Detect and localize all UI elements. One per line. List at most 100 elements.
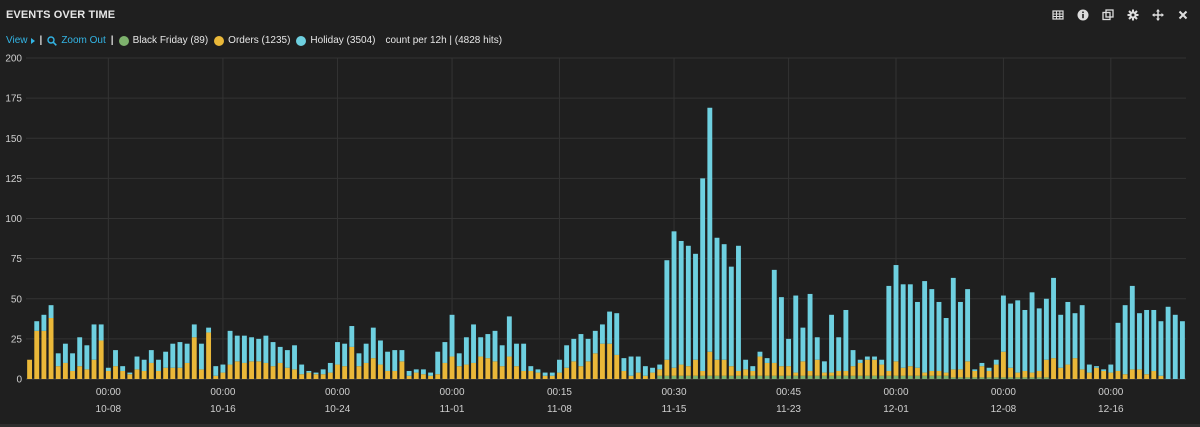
bar-orders <box>1079 369 1085 379</box>
bar-orders <box>528 370 534 379</box>
x-tick-time-label: 00:00 <box>440 387 465 398</box>
bar-holiday <box>456 353 462 367</box>
bar-holiday <box>1065 301 1071 365</box>
bar-orders <box>893 361 899 376</box>
legend-entry-holiday[interactable]: Holiday (3504) <box>296 35 375 46</box>
bar-orders <box>84 369 90 379</box>
bar-orders <box>814 359 820 376</box>
bar-holiday <box>1158 321 1164 376</box>
bar-orders <box>1144 374 1150 379</box>
bar-holiday <box>170 343 176 368</box>
bar-orders <box>1051 358 1056 379</box>
bar-orders <box>34 330 40 379</box>
bar-orders <box>335 364 340 379</box>
events-bar-chart[interactable]: 0 25 50 75 100 125 150 175 200 00:00 10-08 00:00 10-… <box>0 50 1200 424</box>
legend-entry-orders[interactable]: Orders (1235) <box>214 35 290 46</box>
bar-holiday <box>829 314 834 373</box>
bar-orders <box>872 359 877 376</box>
bar-orders <box>800 361 806 376</box>
bar-orders <box>356 366 362 379</box>
clone-icon[interactable] <box>1101 8 1115 22</box>
bar-orders <box>399 361 405 379</box>
bar-holiday <box>943 318 949 373</box>
bar-holiday <box>1029 292 1035 373</box>
bar-orders <box>48 318 54 379</box>
bar-orders <box>671 367 677 376</box>
legend-entry-black-friday[interactable]: Black Friday (89) <box>118 35 208 46</box>
bar-orders <box>943 372 949 376</box>
bar-orders <box>98 340 104 379</box>
bar-holiday <box>922 281 928 373</box>
bar-orders <box>1115 370 1121 379</box>
x-tick-date-label: 12-16 <box>1098 404 1124 415</box>
bar-holiday <box>485 334 491 359</box>
bar-holiday <box>406 370 412 376</box>
panel-title: EVENTS OVER TIME <box>6 9 116 21</box>
bar-orders <box>664 359 670 376</box>
y-tick-label: 150 <box>5 134 22 145</box>
bar-orders <box>177 367 183 379</box>
bar-black-friday <box>950 377 956 379</box>
bar-orders <box>105 370 111 379</box>
bar-holiday <box>1094 366 1099 368</box>
zoom-out-link[interactable]: Zoom Out <box>47 35 106 46</box>
bar-holiday <box>428 372 434 376</box>
bar-orders <box>1094 367 1099 379</box>
bar-black-friday <box>750 375 756 379</box>
bar-orders <box>1101 370 1107 379</box>
magnifier-icon <box>47 35 58 46</box>
bar-orders <box>1158 375 1164 379</box>
bar-orders <box>413 372 419 379</box>
bar-orders <box>213 375 219 379</box>
close-icon[interactable] <box>1176 8 1190 22</box>
view-menu-link[interactable]: View <box>6 35 28 46</box>
bar-orders <box>549 375 555 379</box>
bar-orders <box>907 366 913 376</box>
y-tick-label: 175 <box>5 94 22 105</box>
bar-holiday <box>678 240 684 365</box>
x-tick-date-label: 11-15 <box>662 404 687 415</box>
bar-holiday <box>958 301 963 370</box>
bar-orders <box>821 372 827 376</box>
bar-holiday <box>1129 285 1135 370</box>
bar-holiday <box>1144 309 1150 375</box>
move-icon[interactable] <box>1151 8 1165 22</box>
bar-orders <box>771 362 777 376</box>
bar-holiday <box>693 253 698 360</box>
bar-orders <box>292 369 297 379</box>
table-icon[interactable] <box>1051 8 1065 22</box>
x-tick-date-label: 12-08 <box>991 404 1017 415</box>
y-tick-label: 0 <box>16 375 22 386</box>
bar-holiday <box>306 370 312 373</box>
bar-holiday <box>313 372 319 375</box>
bar-black-friday <box>929 375 935 379</box>
series-dot-icon <box>118 35 129 46</box>
bar-orders <box>349 346 355 379</box>
x-tick-date-label: 11-08 <box>547 404 572 415</box>
bar-holiday <box>1115 322 1121 371</box>
bar-holiday <box>284 350 290 368</box>
bar-holiday <box>206 327 212 333</box>
info-icon[interactable] <box>1076 8 1090 22</box>
bar-black-friday <box>1008 377 1014 379</box>
bar-orders <box>485 358 491 379</box>
bar-holiday <box>707 107 713 352</box>
bar-orders <box>406 375 412 379</box>
bar-holiday <box>370 327 376 359</box>
bar-holiday <box>1079 305 1085 370</box>
bar-holiday <box>463 337 469 365</box>
bar-orders <box>1022 370 1028 378</box>
bar-orders <box>1122 374 1128 379</box>
bar-holiday <box>979 362 985 367</box>
bar-holiday <box>1022 309 1028 371</box>
bar-holiday <box>241 335 247 363</box>
x-tick-time-label: 00:30 <box>662 387 687 398</box>
bar-holiday <box>134 356 140 370</box>
bar-holiday <box>671 231 677 368</box>
bar-holiday <box>907 284 913 367</box>
bar-holiday <box>48 305 54 319</box>
bar-holiday <box>886 285 892 371</box>
gear-icon[interactable] <box>1126 8 1140 22</box>
bar-black-friday <box>836 375 842 379</box>
bar-orders <box>62 362 68 379</box>
